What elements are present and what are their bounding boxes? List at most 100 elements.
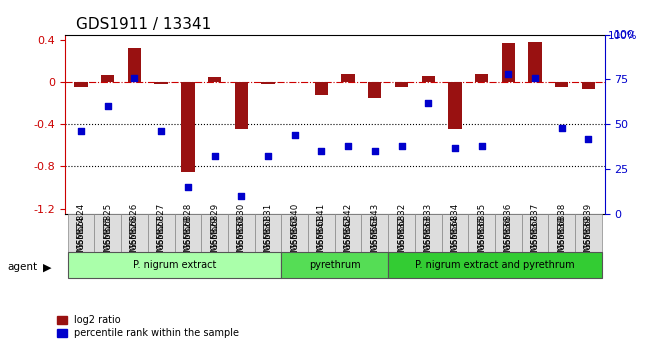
Text: GSM66827: GSM66827	[157, 216, 166, 263]
Bar	[582, 82, 595, 89]
Bar	[128, 48, 141, 82]
Bar	[448, 82, 461, 129]
Point	[209, 154, 220, 159]
Text: GSM66838: GSM66838	[557, 216, 566, 263]
Point	[156, 129, 166, 134]
Bar	[528, 42, 541, 82]
Text: GSM66828: GSM66828	[183, 203, 192, 250]
Text: GSM66825: GSM66825	[103, 216, 112, 263]
Text: GSM66840: GSM66840	[290, 216, 299, 263]
Text: GSM66839: GSM66839	[584, 216, 593, 263]
Point	[263, 154, 273, 159]
Bar	[422, 76, 435, 82]
FancyBboxPatch shape	[388, 214, 415, 252]
FancyBboxPatch shape	[202, 214, 228, 252]
FancyBboxPatch shape	[68, 214, 94, 252]
Bar	[341, 73, 355, 82]
Point	[423, 100, 434, 106]
FancyBboxPatch shape	[121, 214, 148, 252]
Text: GSM66842: GSM66842	[344, 216, 352, 263]
FancyBboxPatch shape	[388, 252, 602, 278]
Point	[103, 104, 113, 109]
Text: GSM66829: GSM66829	[210, 216, 219, 263]
Bar	[555, 82, 569, 87]
Text: GSM66827: GSM66827	[157, 203, 166, 250]
Text: GSM66824: GSM66824	[77, 203, 86, 250]
Text: GSM66834: GSM66834	[450, 203, 460, 250]
Point	[370, 148, 380, 154]
FancyBboxPatch shape	[522, 214, 549, 252]
Point	[289, 132, 300, 138]
Text: GSM66837: GSM66837	[530, 216, 540, 263]
FancyBboxPatch shape	[575, 214, 602, 252]
Bar	[502, 43, 515, 82]
FancyBboxPatch shape	[549, 214, 575, 252]
Text: GSM66836: GSM66836	[504, 216, 513, 263]
Text: GSM66843: GSM66843	[370, 203, 380, 250]
Text: GDS1911 / 13341: GDS1911 / 13341	[76, 17, 211, 32]
Point	[129, 75, 140, 80]
Text: GSM66828: GSM66828	[183, 216, 192, 263]
Point	[343, 143, 354, 148]
Point	[396, 143, 407, 148]
FancyBboxPatch shape	[68, 252, 281, 278]
Text: GSM66833: GSM66833	[424, 216, 433, 263]
Text: GSM66840: GSM66840	[290, 203, 299, 250]
Point	[476, 143, 487, 148]
FancyBboxPatch shape	[148, 214, 174, 252]
FancyBboxPatch shape	[361, 214, 388, 252]
Point	[556, 125, 567, 130]
Text: GSM66826: GSM66826	[130, 203, 139, 250]
Text: GSM66839: GSM66839	[584, 203, 593, 250]
Text: GSM66830: GSM66830	[237, 203, 246, 250]
Text: GSM66830: GSM66830	[237, 216, 246, 263]
Text: ▶: ▶	[42, 263, 51, 272]
FancyBboxPatch shape	[228, 214, 255, 252]
Text: GSM66835: GSM66835	[477, 203, 486, 250]
Text: GSM66836: GSM66836	[504, 203, 513, 250]
Text: GSM66832: GSM66832	[397, 203, 406, 250]
FancyBboxPatch shape	[174, 214, 202, 252]
FancyBboxPatch shape	[281, 214, 308, 252]
Bar	[101, 75, 114, 82]
Point	[316, 148, 326, 154]
Text: GSM66831: GSM66831	[263, 216, 272, 263]
Text: GSM66841: GSM66841	[317, 216, 326, 263]
FancyBboxPatch shape	[495, 214, 522, 252]
Point	[76, 129, 86, 134]
Text: GSM66832: GSM66832	[397, 216, 406, 263]
Text: pyrethrum: pyrethrum	[309, 260, 361, 270]
Point	[183, 184, 193, 190]
Legend: log2 ratio, percentile rank within the sample: log2 ratio, percentile rank within the s…	[57, 315, 239, 338]
FancyBboxPatch shape	[415, 214, 441, 252]
Text: GSM66837: GSM66837	[530, 203, 540, 250]
Text: GSM66833: GSM66833	[424, 203, 433, 250]
Bar	[368, 82, 382, 98]
Text: GSM66824: GSM66824	[77, 216, 86, 263]
Text: GSM66841: GSM66841	[317, 203, 326, 250]
Text: GSM66843: GSM66843	[370, 216, 380, 263]
Text: GSM66838: GSM66838	[557, 203, 566, 250]
FancyBboxPatch shape	[94, 214, 121, 252]
FancyBboxPatch shape	[281, 252, 388, 278]
Bar	[155, 82, 168, 84]
Bar	[315, 82, 328, 95]
Point	[450, 145, 460, 150]
Text: P. nigrum extract: P. nigrum extract	[133, 260, 216, 270]
Text: GSM66842: GSM66842	[344, 203, 352, 250]
Point	[236, 193, 246, 199]
Bar	[181, 82, 194, 172]
FancyBboxPatch shape	[308, 214, 335, 252]
Bar	[261, 82, 275, 84]
Bar	[74, 82, 88, 87]
Bar	[208, 77, 221, 82]
Text: GSM66835: GSM66835	[477, 216, 486, 263]
Text: GSM66834: GSM66834	[450, 216, 460, 263]
Text: agent: agent	[8, 263, 38, 272]
FancyBboxPatch shape	[335, 214, 361, 252]
Point	[583, 136, 593, 141]
Text: GSM66829: GSM66829	[210, 203, 219, 250]
FancyBboxPatch shape	[255, 214, 281, 252]
Text: 100%: 100%	[608, 31, 637, 41]
Bar	[475, 73, 488, 82]
